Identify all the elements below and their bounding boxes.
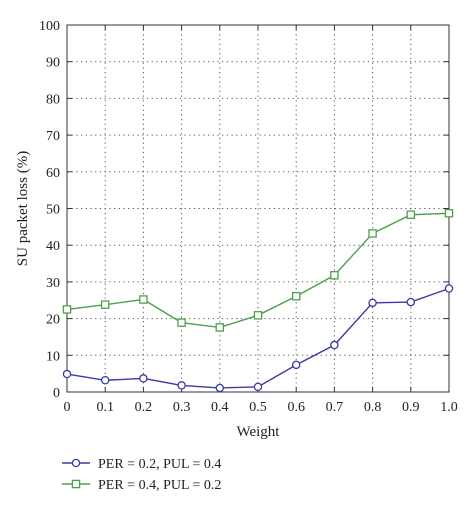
x-axis-label: Weight [237,424,281,440]
data-point [100,376,110,385]
legend-item: PER = 0.4, PUL = 0.2 [62,478,221,493]
data-point [139,295,148,304]
legend: PER = 0.2, PUL = 0.4 PER = 0.4, PUL = 0.2 [62,457,221,493]
y-axis-ticks: 0 10 20 30 40 50 60 70 80 90 100 [39,19,449,401]
y-tick-label: 60 [46,166,60,181]
data-point [177,381,186,390]
data-point [444,284,454,293]
y-tick-label: 40 [46,239,60,254]
x-tick-label: 0.9 [402,400,420,415]
series-2 [62,209,454,332]
data-point [215,383,225,393]
data-point [406,297,416,307]
x-tick-label: 1.0 [440,400,458,415]
data-point [368,229,377,238]
legend-item: PER = 0.2, PUL = 0.4 [62,457,221,472]
y-tick-label: 10 [46,349,60,364]
y-tick-label: 50 [46,203,60,218]
data-point [253,311,263,320]
data-point [100,300,110,309]
legend-label: PER = 0.2, PUL = 0.4 [98,457,221,472]
data-point [62,305,72,314]
y-tick-label: 100 [39,19,60,34]
data-point [330,271,339,280]
data-point [368,298,377,308]
grid-lines [67,25,449,392]
data-point [177,318,186,327]
legend-marker [71,479,81,489]
x-tick-label: 0.1 [96,400,114,415]
x-tick-label: 0.3 [173,400,191,415]
x-tick-label: 0.7 [326,400,344,415]
data-point [291,291,301,301]
data-point [330,340,339,350]
data-point [444,209,454,218]
x-tick-label: 0.8 [364,400,382,415]
legend-marker [71,458,81,468]
data-point [215,323,225,332]
y-tick-label: 80 [46,92,60,107]
data-point [291,360,301,370]
x-tick-label: 0 [64,400,71,415]
data-point [139,374,148,383]
y-tick-label: 70 [46,129,60,144]
data-point [406,210,416,219]
data-point [62,369,72,379]
data-point [253,382,263,392]
legend-label: PER = 0.4, PUL = 0.2 [98,478,221,493]
y-tick-label: 20 [46,313,60,328]
series-1 [62,284,454,393]
y-tick-label: 0 [53,386,60,401]
series-group [62,209,454,393]
y-axis-label: SU packet loss (%) [15,151,31,266]
x-tick-label: 0.6 [287,400,305,415]
x-tick-label: 0.2 [135,400,153,415]
y-tick-label: 30 [46,276,60,291]
x-tick-label: 0.4 [211,400,229,415]
y-tick-label: 90 [46,56,60,71]
x-tick-label: 0.5 [249,400,267,415]
x-axis-ticks: 0 0.1 0.2 0.3 0.4 0.5 0.6 0.7 0.8 0.9 1.0 [64,25,458,415]
